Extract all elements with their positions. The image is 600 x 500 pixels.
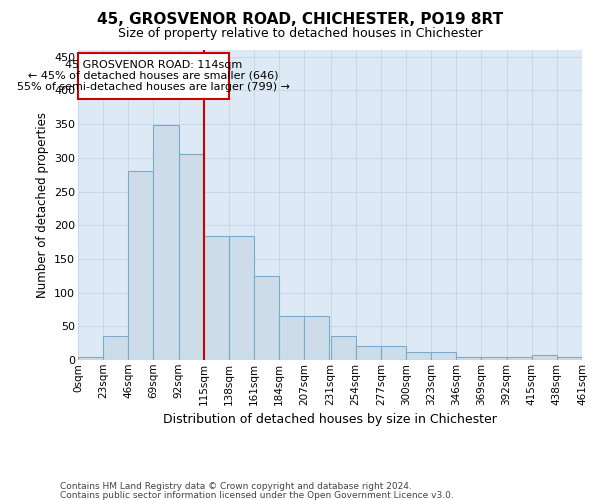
Bar	[204, 236, 229, 360]
Bar	[229, 236, 254, 360]
Bar	[154, 126, 179, 360]
Bar	[406, 352, 431, 360]
Bar	[381, 346, 406, 360]
Bar	[304, 316, 329, 360]
Bar	[78, 54, 229, 98]
Text: Size of property relative to detached houses in Chichester: Size of property relative to detached ho…	[118, 28, 482, 40]
X-axis label: Distribution of detached houses by size in Chichester: Distribution of detached houses by size …	[163, 413, 497, 426]
Text: 45, GROSVENOR ROAD, CHICHESTER, PO19 8RT: 45, GROSVENOR ROAD, CHICHESTER, PO19 8RT	[97, 12, 503, 28]
Bar	[128, 172, 154, 360]
Text: Contains public sector information licensed under the Open Government Licence v3: Contains public sector information licen…	[60, 490, 454, 500]
Bar	[506, 356, 532, 360]
Bar	[456, 356, 481, 360]
Bar	[279, 316, 304, 360]
Text: 45 GROSVENOR ROAD: 114sqm: 45 GROSVENOR ROAD: 114sqm	[65, 60, 242, 70]
Bar	[78, 356, 103, 360]
Bar	[481, 356, 506, 360]
Bar	[431, 352, 456, 360]
Bar	[179, 154, 204, 360]
Bar	[356, 346, 381, 360]
Bar	[557, 356, 582, 360]
Bar	[331, 336, 356, 360]
Y-axis label: Number of detached properties: Number of detached properties	[35, 112, 49, 298]
Bar	[532, 356, 557, 360]
Text: 55% of semi-detached houses are larger (799) →: 55% of semi-detached houses are larger (…	[17, 82, 290, 92]
Text: ← 45% of detached houses are smaller (646): ← 45% of detached houses are smaller (64…	[28, 71, 278, 81]
Text: Contains HM Land Registry data © Crown copyright and database right 2024.: Contains HM Land Registry data © Crown c…	[60, 482, 412, 491]
Bar	[103, 336, 128, 360]
Bar	[254, 276, 279, 360]
